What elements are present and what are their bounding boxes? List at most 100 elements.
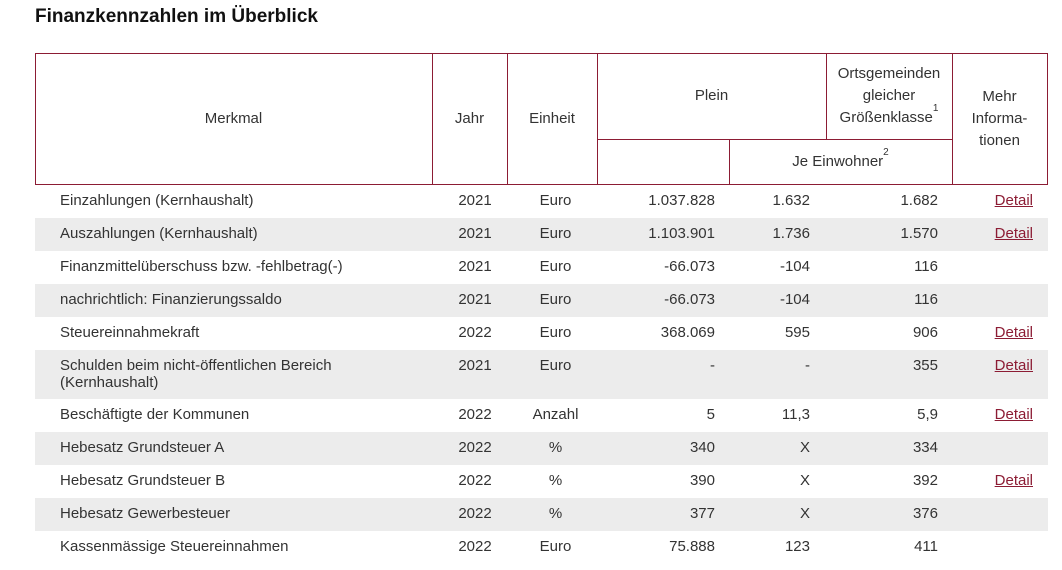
header-left-rule	[35, 53, 36, 185]
detail-link[interactable]: Detail	[994, 192, 1033, 209]
cell-merkmal: Hebesatz Gewerbesteuer	[60, 505, 231, 522]
cell-einheit: Anzahl	[532, 406, 579, 423]
cell-je-einwohner: -104	[779, 258, 810, 275]
table-header: Merkmal Jahr Einheit Plein Ortsgemeinden…	[35, 53, 1048, 185]
cell-merkmal: Schulden beim nicht-öffentlichen Bereich…	[60, 357, 332, 391]
cell-absolut: 1.103.901	[648, 225, 715, 242]
header-mehr-informationen: Mehr Informa- tionen	[971, 87, 1028, 149]
cell-absolut: 340	[689, 439, 715, 456]
cell-einheit: Euro	[539, 192, 572, 209]
header-top-rule	[35, 53, 1048, 54]
cell-merkmal: Hebesatz Grundsteuer B	[60, 472, 226, 489]
cell-merkmal: Steuereinnahmekraft	[60, 324, 200, 341]
cell-jahr: 2022	[458, 472, 492, 489]
header-bottom-rule	[35, 184, 1048, 185]
header-plein: Plein	[694, 87, 729, 104]
detail-link[interactable]: Detail	[994, 406, 1033, 423]
cell-jahr: 2022	[458, 324, 492, 341]
cell-einheit: Euro	[539, 324, 572, 341]
cell-absolut: 75.888	[669, 538, 715, 555]
cell-einheit: Euro	[539, 357, 572, 374]
header-divider	[507, 53, 508, 185]
cell-merkmal: Einzahlungen (Kernhaushalt)	[60, 192, 254, 209]
header-jahr: Jahr	[454, 109, 485, 127]
cell-ortsgemeinden: 376	[912, 505, 938, 522]
cell-je-einwohner: 1.736	[772, 225, 810, 242]
cell-ortsgemeinden: 392	[912, 472, 938, 489]
cell-ortsgemeinden: 906	[912, 324, 938, 341]
cell-einheit: Euro	[539, 258, 572, 275]
cell-absolut: 1.037.828	[648, 192, 715, 209]
cell-ortsgemeinden: 334	[912, 439, 938, 456]
table-row: Hebesatz Grundsteuer B 2022 % 390 X 392 …	[35, 465, 1048, 498]
footnote-1: 1	[932, 103, 939, 114]
header-ortsgemeinden: Ortsgemeinden gleicher Größenklasse1	[837, 65, 941, 126]
cell-absolut: 5	[706, 406, 715, 423]
cell-merkmal: Finanzmittelüberschuss bzw. -fehlbetrag(…	[60, 258, 343, 275]
cell-ortsgemeinden: 116	[914, 291, 938, 308]
table-row: nachrichtlich: Finanzierungssaldo 2021 E…	[35, 284, 1048, 317]
cell-ortsgemeinden: 5,9	[917, 406, 938, 423]
cell-absolut: 390	[689, 472, 715, 489]
table-row: Schulden beim nicht-öffentlichen Bereich…	[35, 350, 1048, 399]
header-divider	[952, 53, 953, 185]
cell-jahr: 2021	[458, 357, 492, 374]
cell-jahr: 2021	[458, 192, 492, 209]
cell-absolut: -66.073	[664, 291, 715, 308]
table-row: Auszahlungen (Kernhaushalt) 2021 Euro 1.…	[35, 218, 1048, 251]
cell-je-einwohner: -	[805, 357, 810, 374]
cell-je-einwohner: 11,3	[781, 406, 810, 423]
header-divider	[826, 53, 827, 140]
cell-merkmal: Auszahlungen (Kernhaushalt)	[60, 225, 258, 242]
cell-merkmal: Hebesatz Grundsteuer A	[60, 439, 225, 456]
header-merkmal: Merkmal	[204, 109, 263, 127]
cell-einheit: %	[548, 472, 563, 489]
header-divider	[729, 140, 730, 185]
table-row: Kassenmässige Steuereinnahmen 2022 Euro …	[35, 531, 1048, 564]
cell-jahr: 2021	[458, 225, 492, 242]
header-je-einwohner: Je Einwohner2	[792, 147, 889, 171]
cell-jahr: 2022	[458, 505, 492, 522]
table-row: Beschäftigte der Kommunen 2022 Anzahl 5 …	[35, 399, 1048, 432]
table-row: Steuereinnahmekraft 2022 Euro 368.069 59…	[35, 317, 1048, 350]
table-row: Finanzmittelüberschuss bzw. -fehlbetrag(…	[35, 251, 1048, 284]
detail-link[interactable]: Detail	[994, 225, 1033, 242]
cell-absolut: -	[710, 357, 715, 374]
cell-jahr: 2021	[458, 291, 492, 308]
cell-merkmal: nachrichtlich: Finanzierungssaldo	[60, 291, 282, 308]
cell-einheit: Euro	[539, 291, 572, 308]
cell-ortsgemeinden: 1.682	[900, 192, 938, 209]
cell-merkmal: Kassenmässige Steuereinnahmen	[60, 538, 289, 555]
detail-link[interactable]: Detail	[994, 324, 1033, 341]
cell-merkmal: Beschäftigte der Kommunen	[60, 406, 250, 423]
footnote-2: 2	[883, 147, 889, 158]
table-row: Hebesatz Grundsteuer A 2022 % 340 X 334	[35, 432, 1048, 465]
cell-ortsgemeinden: 355	[912, 357, 938, 374]
header-right-rule	[1047, 53, 1048, 185]
cell-je-einwohner: X	[799, 505, 810, 522]
detail-link[interactable]: Detail	[994, 357, 1033, 374]
header-einheit: Einheit	[529, 109, 575, 127]
header-divider	[432, 53, 433, 185]
cell-einheit: Euro	[539, 538, 572, 555]
cell-einheit: %	[548, 439, 563, 456]
cell-einheit: %	[548, 505, 563, 522]
cell-ortsgemeinden: 411	[914, 538, 938, 555]
cell-je-einwohner: X	[799, 439, 810, 456]
cell-ortsgemeinden: 116	[914, 258, 938, 275]
cell-ortsgemeinden: 1.570	[900, 225, 938, 242]
detail-link[interactable]: Detail	[994, 472, 1033, 489]
cell-je-einwohner: 123	[784, 538, 810, 555]
page-title: Finanzkennzahlen im Überblick	[35, 6, 318, 27]
cell-jahr: 2021	[458, 258, 492, 275]
cell-jahr: 2022	[458, 439, 492, 456]
cell-je-einwohner: 595	[784, 324, 810, 341]
table-row: Hebesatz Gewerbesteuer 2022 % 377 X 376	[35, 498, 1048, 531]
table-body: Einzahlungen (Kernhaushalt) 2021 Euro 1.…	[35, 185, 1048, 564]
cell-einheit: Euro	[539, 225, 572, 242]
header-divider	[597, 53, 598, 185]
cell-je-einwohner: X	[799, 472, 810, 489]
cell-absolut: 368.069	[660, 324, 715, 341]
cell-je-einwohner: -104	[779, 291, 810, 308]
cell-jahr: 2022	[458, 538, 492, 555]
